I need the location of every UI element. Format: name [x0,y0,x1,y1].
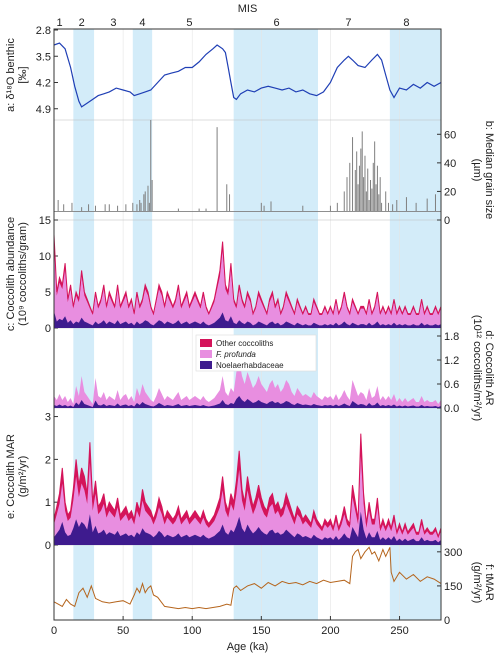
y-axis-unit-b: (µm) [471,159,483,182]
x-tick-label-100: 100 [183,625,201,637]
y-axis-label-b: b: Median grain size [483,121,495,219]
y-tick-label-e-2: 2 [45,454,51,466]
y-tick-label-b-0: 0 [444,215,450,227]
y-tick-label-b-1: 20 [444,186,456,198]
y-axis-unit-a: [‰] [17,66,29,83]
series-tmar-line [53,546,442,610]
legend-label-2: Noelaerhabdaceae [216,361,284,370]
line-total-mar [53,433,442,539]
line-total-abundance [53,234,442,316]
y-axis-unit-d: (10¹² coccoliths/m²/yr) [471,315,483,421]
y-tick-label-a-1: 3.5 [36,51,51,63]
chart-title: MIS [238,3,258,15]
y-axis-unit-c: (10⁹ coccoliths/gram) [17,222,29,326]
y-axis-label-a: a: δ¹⁸O benthic [5,38,17,112]
y-tick-label-e-3: 3 [45,412,51,424]
mis-label-1: 1 [56,17,62,29]
y-axis-label-f: f: tMAR [483,564,495,601]
panel-b: 0 20 40 60 b: Median grain size(µm) [54,120,495,227]
legend-swatch-2 [200,361,212,369]
y-tick-label-c-2: 10 [39,251,51,263]
y-tick-label-f-0: 0 [444,615,450,627]
x-tick-label-0: 0 [51,625,57,637]
y-tick-label-f-2: 300 [444,547,462,559]
y-tick-label-a-3: 4.9 [36,104,51,116]
y-axis-unit-e: (g/m²/yr) [17,456,29,498]
mis-labels: 1 2 3 4 5 6 7 8 [56,17,409,29]
y-tick-label-c-1: 5 [45,287,51,299]
mis-label-7: 7 [345,17,351,29]
area-noelaerhabdaceae-ar [54,396,441,408]
area-f-profunda [54,243,441,328]
y-tick-label-e-1: 1 [45,497,51,509]
x-axis-label: Age (ka) [227,641,269,653]
panel-e: 0 1 2 3 e: Coccolith MAR (g/m²/yr) [5,412,442,552]
plot-frame [53,28,442,621]
y-axis-unit-f: (g/m²/yr) [471,562,483,604]
y-tick-label-c-3: 15 [39,215,51,227]
x-tick-label-150: 150 [252,625,270,637]
y-axis-label-c: c: Coccolith abundance [5,217,17,331]
mis-label-6: 6 [273,17,279,29]
panel-c: 0 5 10 15 c: Coccolith abundance (10⁹ coccoli… [5,215,442,335]
x-tick-label-50: 50 [117,625,129,637]
y-axis-label-d: d: Coccolith AR [483,330,495,405]
y-tick-label-d-2: 1.2 [444,355,459,367]
legend-swatch-1 [200,350,212,358]
y-tick-label-b-2: 40 [444,158,456,170]
legend: Other coccoliths F. profunda Noelaerhabdac… [195,334,317,372]
area-f-profunda-ar [54,360,441,408]
x-tick-label-250: 250 [390,625,408,637]
y-axis-label-e: e: Coccolith MAR [5,434,17,519]
mis-label-5: 5 [186,17,192,29]
y-tick-label-e-0: 0 [45,540,51,552]
panel-a: 2.8 3.5 4.2 4.9 a: δ¹⁸O benthic [‰] [5,25,442,116]
y-tick-label-c-0: 0 [45,323,51,335]
mis-label-4: 4 [139,17,145,29]
area-noelaerhabdaceae-mar [54,511,441,545]
x-tick-label-200: 200 [321,625,339,637]
legend-label-1: F. profunda [216,350,256,359]
area-noelaerhabdaceae [54,311,441,328]
y-tick-label-d-3: 1.8 [444,331,459,343]
y-tick-label-d-1: 0.6 [444,379,459,391]
legend-swatch-0 [200,339,212,347]
x-axis: 0 50 100 150 200 250 [51,616,409,637]
mis-label-8: 8 [403,17,409,29]
series-benthic-line [53,42,442,108]
y-tick-label-a-2: 4.2 [36,78,51,90]
legend-label-0: Other coccoliths [216,339,273,348]
panel-d: 0.0 0.6 1.2 1.8 d: Coccolith AR(10¹² coccoli… [54,315,495,421]
area-f-profunda-mar [54,455,441,545]
y-tick-label-b-3: 60 [444,129,456,141]
y-tick-label-a-0: 2.8 [36,25,51,37]
mis-label-3: 3 [110,17,116,29]
y-tick-label-f-1: 150 [444,581,462,593]
y-tick-label-d-0: 0.0 [444,403,459,415]
panel-f: 0 150 300 f: tMAR(g/m²/yr) [53,546,495,627]
legend-box [195,334,317,372]
mis-label-2: 2 [79,17,85,29]
